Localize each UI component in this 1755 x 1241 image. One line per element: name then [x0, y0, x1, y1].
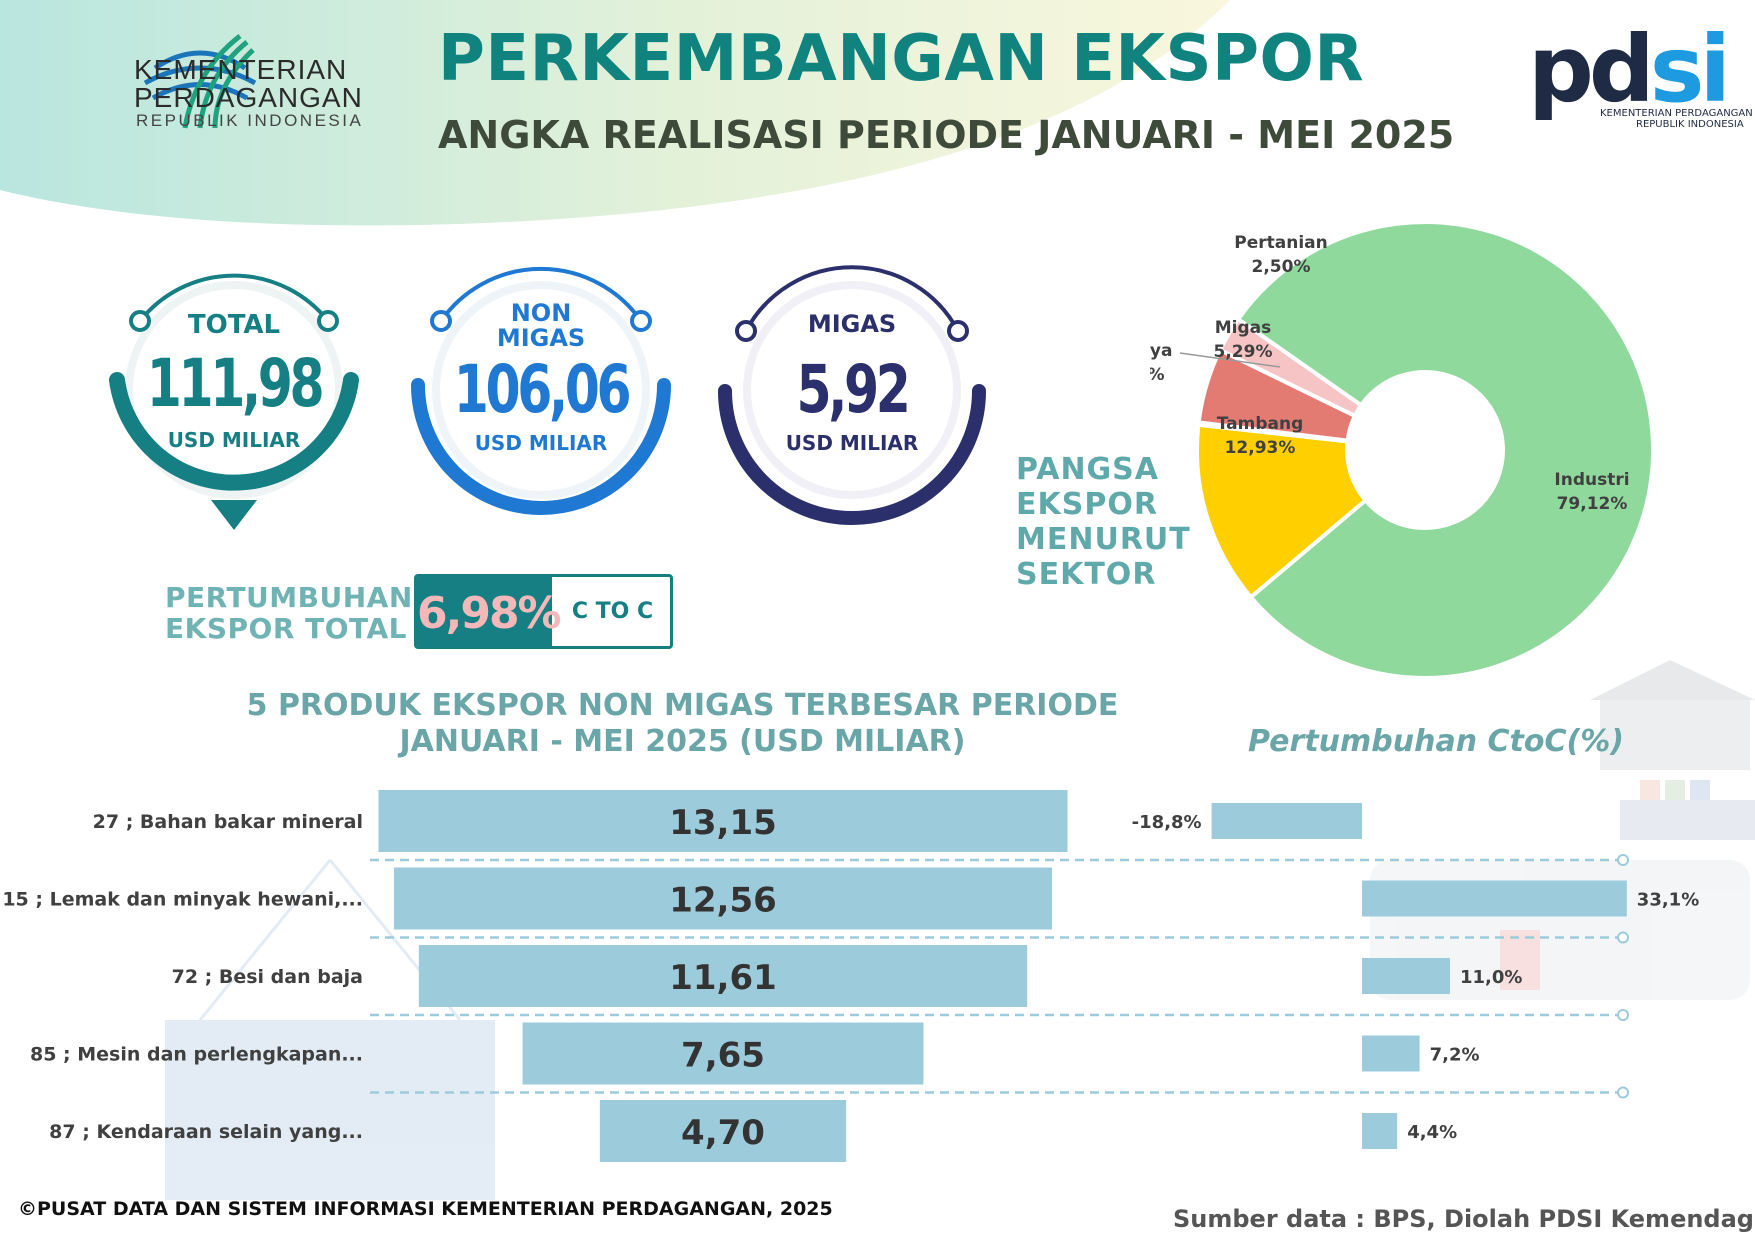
growth-bar — [1362, 958, 1450, 994]
donut-slice-industri — [1235, 220, 1655, 680]
growth-box: 6,98% C TO C — [414, 574, 673, 649]
export-bar-category: 72 ; Besi dan baja — [172, 966, 363, 988]
donut-value-migas: 5,29% — [1214, 342, 1273, 362]
export-bar — [418, 945, 1028, 1007]
kpi-nonmigas-unit: USD MILIAR — [474, 431, 608, 455]
growth-bar-value: 33,1% — [1637, 890, 1699, 911]
donut-slice-tambang — [1195, 422, 1369, 600]
bar-chart-title-line2: JANUARI - MEI 2025 (USD MILIAR) — [399, 724, 966, 759]
pdsi-logo-caption1: KEMENTERIAN PERDAGANGAN — [1600, 108, 1753, 119]
sector-donut-chart: Industri 79,12% Tambang 12,93% Lainnya 0,17% M… — [1150, 220, 1655, 680]
donut-slice-pertanian — [1217, 316, 1364, 419]
kpi-total: TOTAL 111,98 USD MILIAR — [99, 265, 369, 535]
bar-chart-title-line1: 5 PRODUK EKSPOR NON MIGAS TERBESAR PERIO… — [246, 688, 1119, 723]
row-separator-dot — [1617, 931, 1629, 944]
growth-bar-value: 11,0% — [1460, 967, 1522, 988]
export-bar-category: 85 ; Mesin dan perlengkapan... — [30, 1044, 363, 1066]
product-bar-chart: 13,15 27 ; Bahan bakar mineral -18,8% 12,56… — [2, 790, 1699, 1162]
copyright-text: ©PUSAT DATA DAN SISTEM INFORMASI KEMENTE… — [18, 1198, 833, 1220]
export-bar — [522, 1022, 924, 1085]
gauge-ring — [109, 273, 359, 530]
export-bar — [378, 790, 1068, 852]
pdsi-logo: pdsi — [1528, 24, 1731, 116]
growth-value: 6,98% — [417, 588, 562, 639]
export-bar — [393, 867, 1053, 930]
ministry-name-line2: PERDAGANGAN — [134, 82, 363, 113]
pdsi-logo-pd: pd — [1528, 16, 1655, 123]
donut-label-lainnya: Lainnya — [1150, 341, 1172, 361]
pdsi-logo-caption2: REPUBLIK INDONESIA — [1636, 119, 1744, 130]
donut-label-migas: Migas — [1215, 318, 1272, 338]
export-bar-value: 11,61 — [669, 958, 777, 998]
export-bar — [599, 1100, 847, 1162]
growth-value-panel — [417, 577, 552, 646]
growth-bar — [1211, 803, 1362, 839]
export-bar-category: 27 ; Bahan bakar mineral — [93, 811, 363, 833]
export-bar-value: 13,15 — [669, 803, 777, 843]
export-bar-value: 12,56 — [669, 881, 777, 921]
ministry-name-line3: REPUBLIK INDONESIA — [136, 111, 364, 130]
growth-bar-value: -18,8% — [1132, 812, 1202, 833]
kpi-total-value: 111,98 — [146, 345, 325, 422]
export-bar-value: 7,65 — [681, 1036, 765, 1076]
donut-leader-line — [1179, 352, 1281, 368]
kpi-migas-label: MIGAS — [807, 310, 897, 338]
growth-bar — [1362, 1113, 1398, 1149]
gauge-ring — [718, 265, 986, 525]
pdsi-logo-si: si — [1649, 16, 1731, 123]
donut-label-tambang: Tambang — [1217, 414, 1304, 434]
kpi-migas-unit: USD MILIAR — [785, 431, 919, 455]
export-bar-value: 4,70 — [681, 1113, 765, 1153]
growth-bar — [1362, 880, 1627, 917]
bar-chart-title: 5 PRODUK EKSPOR NON MIGAS TERBESAR PERIO… — [160, 688, 1205, 760]
page-title: PERKEMBANGAN EKSPOR — [438, 22, 1365, 96]
source-text: Sumber data : BPS, Diolah PDSI Kemendag — [1173, 1205, 1754, 1233]
donut-label-pertanian: Pertanian — [1234, 233, 1327, 253]
row-separator-dot — [1617, 1009, 1629, 1021]
growth-chart-title: Pertumbuhan CtoC(%) — [1248, 724, 1624, 759]
pangsa-title-line1: PANGSA — [1016, 452, 1160, 487]
kpi-migas-value: 5,92 — [796, 351, 911, 428]
kemendag-logo — [143, 34, 257, 129]
row-separator-dot — [1617, 854, 1629, 866]
kpi-nonmigas: NON MIGAS 106,06 USD MILIAR — [406, 265, 676, 535]
ministry-name-line1: KEMENTERIAN — [134, 54, 348, 85]
donut-value-lainnya: 0,17% — [1150, 365, 1164, 385]
pangsa-title: PANGSA EKSPOR MENURUT SEKTOR — [1016, 452, 1191, 592]
export-bar-category: 15 ; Lemak dan minyak hewani,... — [2, 889, 363, 911]
kpi-nonmigas-label-line1: NON — [510, 299, 572, 327]
donut-value-tambang: 12,93% — [1225, 438, 1296, 458]
pangsa-title-line3: MENURUT — [1016, 522, 1191, 558]
donut-label-industri: Industri — [1554, 470, 1629, 490]
kpi-total-label: TOTAL — [187, 310, 281, 340]
growth-label-line2: EKSPOR TOTAL — [165, 612, 407, 646]
growth-type: C TO C — [571, 599, 654, 624]
export-bar-category: 87 ; Kendaraan selain yang... — [49, 1121, 363, 1143]
gauge-ring — [411, 266, 671, 515]
donut-value-industri: 79,12% — [1557, 494, 1628, 514]
page-subtitle: ANGKA REALISASI PERIODE JANUARI - MEI 20… — [438, 113, 1455, 157]
growth-bar-value: 7,2% — [1430, 1045, 1480, 1066]
kpi-migas: MIGAS 5,92 USD MILIAR — [717, 265, 987, 535]
kpi-nonmigas-value: 106,06 — [453, 351, 632, 428]
growth-label: PERTUMBUHAN EKSPOR TOTAL — [165, 582, 413, 645]
pangsa-title-line4: SEKTOR — [1016, 557, 1157, 593]
row-separator-dot — [1617, 1086, 1629, 1099]
kpi-nonmigas-label: NON MIGAS — [406, 299, 676, 353]
kpi-nonmigas-label-line2: MIGAS — [496, 324, 586, 353]
growth-label-line1: PERTUMBUHAN — [165, 581, 413, 614]
donut-value-pertanian: 2,50% — [1252, 257, 1311, 277]
growth-bar — [1362, 1035, 1420, 1072]
kpi-total-unit: USD MILIAR — [167, 428, 301, 452]
pangsa-title-line2: EKSPOR — [1016, 487, 1158, 523]
growth-bar-value: 4,4% — [1407, 1122, 1457, 1143]
